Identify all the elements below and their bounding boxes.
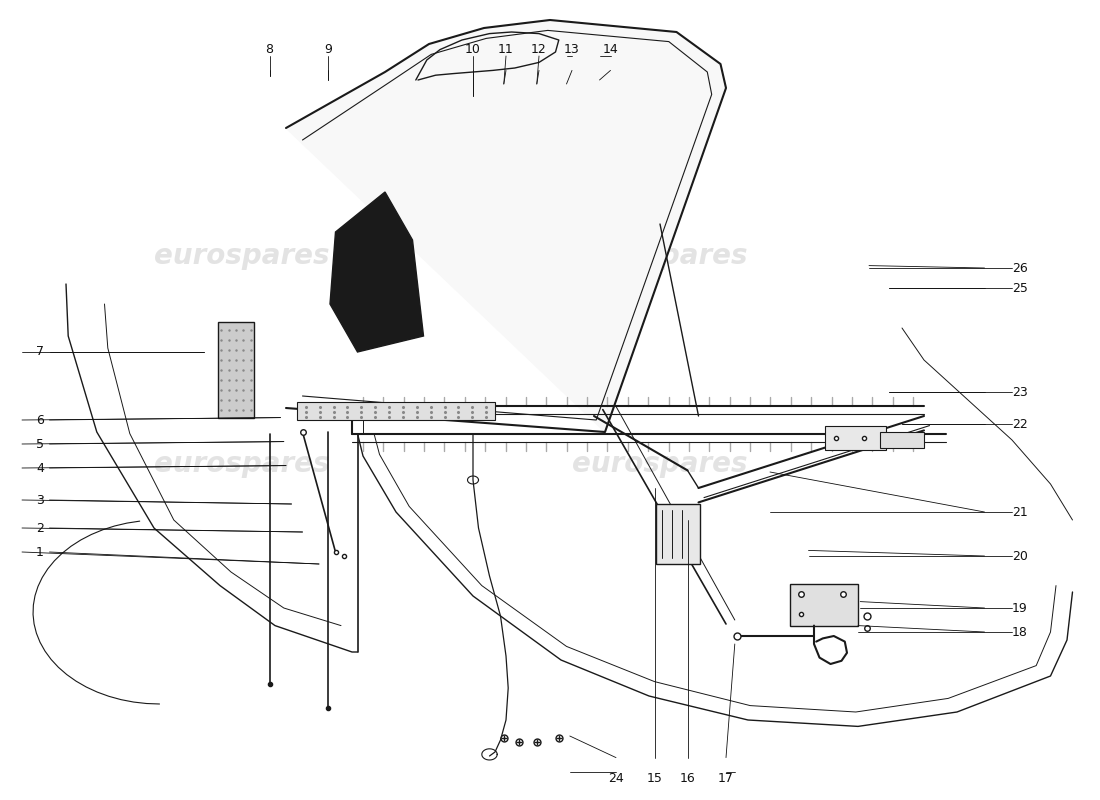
Text: eurospares: eurospares [572, 242, 748, 270]
Text: 23: 23 [1012, 386, 1027, 398]
Text: 7: 7 [36, 346, 44, 358]
Text: 13: 13 [564, 43, 580, 56]
Text: eurospares: eurospares [154, 242, 330, 270]
Text: 21: 21 [1012, 506, 1027, 518]
Text: 8: 8 [265, 43, 274, 56]
Text: 19: 19 [1012, 602, 1027, 614]
Text: 10: 10 [465, 43, 481, 56]
Text: 1: 1 [36, 546, 44, 558]
Text: 12: 12 [531, 43, 547, 56]
Text: 22: 22 [1012, 418, 1027, 430]
Text: 26: 26 [1012, 262, 1027, 274]
Bar [825, 426, 886, 450]
Text: 2: 2 [36, 522, 44, 534]
Bar [790, 584, 858, 626]
Text: 14: 14 [603, 43, 618, 56]
Bar [218, 322, 254, 418]
Polygon shape [330, 192, 424, 352]
Bar [656, 504, 700, 564]
Bar [880, 432, 924, 448]
Text: 5: 5 [36, 438, 44, 450]
Text: 25: 25 [1012, 282, 1027, 294]
Text: 4: 4 [36, 462, 44, 474]
Text: 15: 15 [647, 772, 662, 785]
Text: 11: 11 [498, 43, 514, 56]
Polygon shape [286, 20, 726, 432]
Text: 18: 18 [1012, 626, 1027, 638]
Text: 20: 20 [1012, 550, 1027, 562]
Text: 6: 6 [36, 414, 44, 426]
Text: 17: 17 [718, 772, 734, 785]
Text: eurospares: eurospares [572, 450, 748, 478]
Text: 9: 9 [323, 43, 332, 56]
Text: 3: 3 [36, 494, 44, 506]
Text: eurospares: eurospares [154, 450, 330, 478]
Text: 16: 16 [680, 772, 695, 785]
Bar [297, 402, 495, 420]
Text: 24: 24 [608, 772, 624, 785]
